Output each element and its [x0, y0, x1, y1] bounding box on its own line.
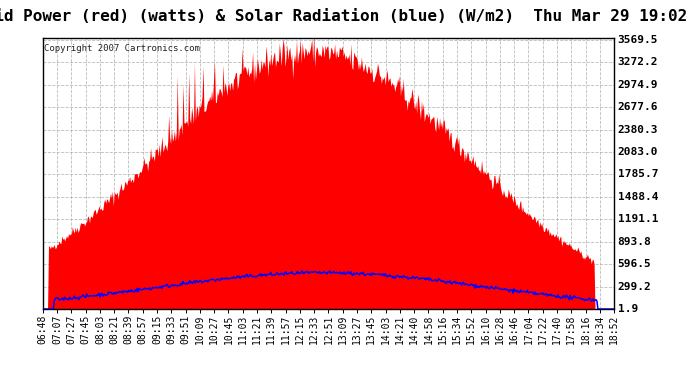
Text: 2083.0: 2083.0 — [618, 147, 658, 157]
Text: Grid Power (red) (watts) & Solar Radiation (blue) (W/m2)  Thu Mar 29 19:02: Grid Power (red) (watts) & Solar Radiati… — [0, 9, 687, 24]
Text: 3272.2: 3272.2 — [618, 57, 658, 67]
Text: 1.9: 1.9 — [618, 304, 638, 314]
Text: 299.2: 299.2 — [618, 282, 651, 292]
Text: 1785.7: 1785.7 — [618, 170, 658, 180]
Text: 2974.9: 2974.9 — [618, 80, 658, 90]
Text: 1191.1: 1191.1 — [618, 214, 658, 224]
Text: 1488.4: 1488.4 — [618, 192, 658, 202]
Text: 3569.5: 3569.5 — [618, 35, 658, 45]
Text: 2380.3: 2380.3 — [618, 124, 658, 135]
Text: Copyright 2007 Cartronics.com: Copyright 2007 Cartronics.com — [44, 44, 200, 53]
Text: 596.5: 596.5 — [618, 260, 651, 269]
Text: 2677.6: 2677.6 — [618, 102, 658, 112]
Text: 893.8: 893.8 — [618, 237, 651, 247]
